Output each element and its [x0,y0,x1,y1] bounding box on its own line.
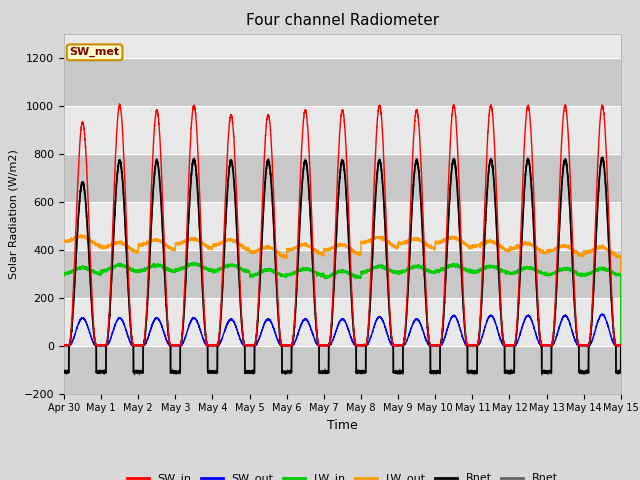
X-axis label: Time: Time [327,419,358,432]
SW_in [587,329,595,335]
LW_in [467,268,475,274]
SW_in [617,343,625,348]
Line: SW_in: SW_in [64,104,621,346]
LW_in [324,273,332,279]
Line: Rnet: Rnet [64,158,621,373]
Rnet [594,206,602,212]
Bar [64,346,621,394]
Rnet [250,371,257,377]
SW_out [60,343,68,348]
Rnet [483,196,490,202]
Rnet [324,370,332,376]
Rnet [467,368,475,374]
LW_in [250,274,257,279]
Line: LW_in: LW_in [64,263,621,346]
Rnet [587,333,595,339]
Rnet [324,369,332,374]
LW_in [483,265,491,271]
LW_in [60,271,68,276]
Rnet [594,206,602,212]
SW_out [587,341,595,347]
LW_out [594,245,602,251]
Bar [64,154,621,202]
Line: SW_out: SW_out [64,314,621,346]
Rnet [282,371,289,376]
SW_in [324,343,332,348]
SW_in [594,166,602,172]
Rnet [598,154,606,160]
Rnet [617,343,625,348]
SW_out [594,320,602,325]
LW_out [467,243,475,249]
Bar [64,250,621,298]
LW_out [587,250,595,255]
SW_out [483,319,491,325]
LW_out [617,343,625,348]
SW_in [60,342,68,348]
SW_in [467,343,475,348]
LW_out [77,232,85,238]
Rnet [250,370,257,375]
Y-axis label: Solar Radiation (W/m2): Solar Radiation (W/m2) [8,149,18,278]
SW_out [467,343,475,348]
Rnet [483,195,491,201]
LW_out [324,247,332,253]
Rnet [60,369,68,374]
Rnet [587,332,595,338]
LW_in [617,343,625,348]
LW_out [250,250,257,255]
Rnet [599,155,607,161]
Bar [64,58,621,106]
SW_in [483,149,491,155]
SW_in [116,101,124,107]
SW_out [598,312,606,317]
SW_out [60,343,68,348]
Line: Rnet: Rnet [64,157,621,375]
LW_in [594,267,602,273]
LW_in [189,260,197,265]
SW_out [324,343,332,348]
Rnet [538,372,546,378]
Title: Four channel Radiometer: Four channel Radiometer [246,13,439,28]
SW_in [250,343,257,348]
SW_in [61,343,68,348]
Text: SW_met: SW_met [70,47,120,58]
Rnet [60,368,68,374]
SW_out [250,342,257,348]
LW_out [483,238,491,244]
Line: LW_out: LW_out [64,235,621,346]
LW_out [60,239,68,244]
Rnet [617,343,625,348]
LW_in [587,270,595,276]
Rnet [467,369,475,374]
Legend: SW_in, SW_out, LW_in, LW_out, Rnet, Rnet: SW_in, SW_out, LW_in, LW_out, Rnet, Rnet [122,469,563,480]
SW_out [617,343,625,348]
